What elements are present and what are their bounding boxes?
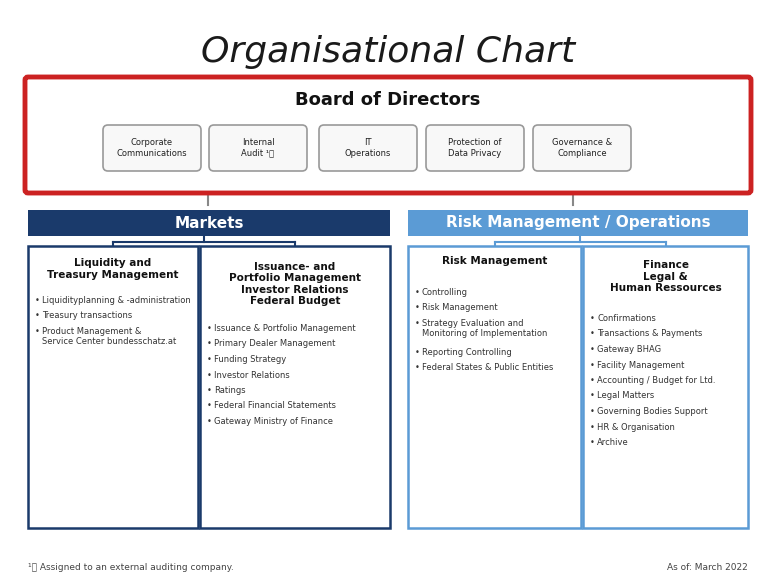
- Text: •: •: [207, 371, 212, 379]
- Text: Liquidity and
Treasury Management: Liquidity and Treasury Management: [47, 258, 178, 280]
- Text: Funding Strategy: Funding Strategy: [214, 355, 286, 364]
- Text: •: •: [415, 319, 420, 328]
- Text: Reporting Controlling: Reporting Controlling: [422, 348, 511, 357]
- Text: •: •: [35, 296, 40, 305]
- Text: •: •: [207, 402, 212, 410]
- FancyBboxPatch shape: [103, 125, 201, 171]
- Text: Federal Financial Statements: Federal Financial Statements: [214, 402, 336, 410]
- Text: Governing Bodies Support: Governing Bodies Support: [597, 407, 708, 416]
- Text: Legal Matters: Legal Matters: [597, 392, 654, 400]
- Text: Risk Management: Risk Management: [422, 303, 497, 313]
- Text: Finance
Legal &
Human Ressources: Finance Legal & Human Ressources: [610, 260, 722, 293]
- Text: Product Management &
Service Center bundesschatz.at: Product Management & Service Center bund…: [42, 327, 176, 346]
- Text: Federal States & Public Entities: Federal States & Public Entities: [422, 364, 553, 372]
- Text: Internal
Audit ¹⧠: Internal Audit ¹⧠: [241, 139, 275, 158]
- Text: •: •: [590, 329, 595, 339]
- Text: Risk Management: Risk Management: [442, 257, 547, 267]
- Text: Ratings: Ratings: [214, 386, 246, 395]
- Text: •: •: [207, 324, 212, 333]
- FancyBboxPatch shape: [209, 125, 307, 171]
- FancyBboxPatch shape: [28, 246, 198, 528]
- FancyBboxPatch shape: [319, 125, 417, 171]
- Text: Organisational Chart: Organisational Chart: [201, 35, 575, 69]
- FancyBboxPatch shape: [408, 246, 581, 528]
- Text: •: •: [415, 303, 420, 313]
- Text: •: •: [590, 345, 595, 354]
- Text: •: •: [590, 360, 595, 370]
- Text: •: •: [590, 407, 595, 416]
- Text: •: •: [35, 311, 40, 321]
- Text: As of: March 2022: As of: March 2022: [667, 563, 748, 572]
- Text: Markets: Markets: [175, 215, 244, 230]
- Text: •: •: [590, 423, 595, 431]
- Text: Archive: Archive: [597, 438, 629, 447]
- Text: Gateway BHAG: Gateway BHAG: [597, 345, 661, 354]
- FancyBboxPatch shape: [200, 246, 390, 528]
- Text: •: •: [207, 355, 212, 364]
- Text: Issuance- and
Portfolio Management
Investor Relations
Federal Budget: Issuance- and Portfolio Management Inves…: [229, 261, 361, 306]
- Text: Liquidityplanning & -administration: Liquidityplanning & -administration: [42, 296, 191, 305]
- Text: Risk Management / Operations: Risk Management / Operations: [445, 215, 710, 230]
- Text: ¹⧠ Assigned to an external auditing company.: ¹⧠ Assigned to an external auditing comp…: [28, 563, 234, 572]
- FancyBboxPatch shape: [583, 246, 748, 528]
- Text: Confirmations: Confirmations: [597, 314, 656, 323]
- Text: Board of Directors: Board of Directors: [296, 91, 480, 109]
- Text: Treasury transactions: Treasury transactions: [42, 311, 132, 321]
- Text: •: •: [35, 327, 40, 336]
- Text: •: •: [207, 417, 212, 426]
- FancyBboxPatch shape: [533, 125, 631, 171]
- Text: •: •: [590, 438, 595, 447]
- Text: •: •: [415, 288, 420, 297]
- FancyBboxPatch shape: [408, 210, 748, 236]
- Text: IT
Operations: IT Operations: [345, 139, 391, 158]
- Text: •: •: [207, 386, 212, 395]
- Text: •: •: [207, 339, 212, 349]
- Text: •: •: [415, 348, 420, 357]
- Text: Facility Management: Facility Management: [597, 360, 684, 370]
- Text: Investor Relations: Investor Relations: [214, 371, 289, 379]
- Text: Transactions & Payments: Transactions & Payments: [597, 329, 702, 339]
- FancyBboxPatch shape: [25, 77, 751, 193]
- Text: Strategy Evaluation and
Monitoring of Implementation: Strategy Evaluation and Monitoring of Im…: [422, 319, 547, 338]
- Text: •: •: [590, 376, 595, 385]
- Text: •: •: [590, 392, 595, 400]
- Text: Issuance & Portfolio Management: Issuance & Portfolio Management: [214, 324, 355, 333]
- Text: Corporate
Communications: Corporate Communications: [116, 139, 187, 158]
- Text: Primary Dealer Management: Primary Dealer Management: [214, 339, 335, 349]
- Text: HR & Organisation: HR & Organisation: [597, 423, 675, 431]
- Text: Protection of
Data Privacy: Protection of Data Privacy: [449, 139, 502, 158]
- Text: •: •: [415, 364, 420, 372]
- Text: •: •: [590, 314, 595, 323]
- Text: Governance &
Compliance: Governance & Compliance: [552, 139, 612, 158]
- Text: Accounting / Budget for Ltd.: Accounting / Budget for Ltd.: [597, 376, 715, 385]
- Text: Gateway Ministry of Finance: Gateway Ministry of Finance: [214, 417, 333, 426]
- Text: Controlling: Controlling: [422, 288, 468, 297]
- FancyBboxPatch shape: [426, 125, 524, 171]
- FancyBboxPatch shape: [28, 210, 390, 236]
